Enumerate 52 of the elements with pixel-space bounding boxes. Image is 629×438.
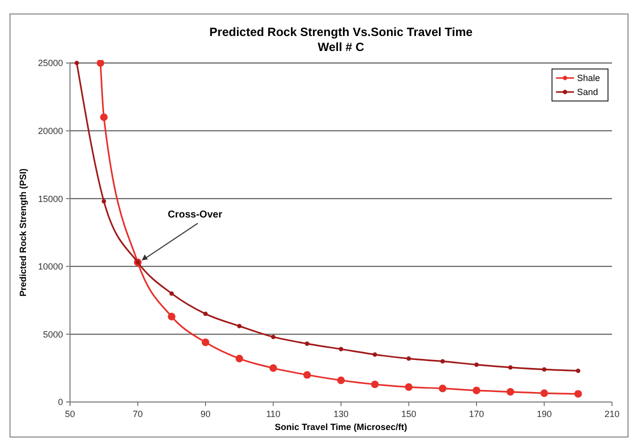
point (337, 376, 345, 384)
x-tick-label: 150 (401, 409, 416, 419)
point (576, 368, 580, 374)
point (406, 356, 411, 361)
point (269, 364, 278, 372)
y-tick-label: 0 (58, 397, 63, 408)
x-tick-label: 130 (333, 409, 349, 419)
x-tick-label: 70 (132, 409, 143, 419)
y-tick-label: 5000 (42, 329, 63, 340)
point (371, 380, 379, 388)
point (440, 359, 445, 364)
point (574, 390, 582, 398)
point (74, 60, 79, 66)
y-tick-label: 20000 (38, 126, 63, 136)
point (96, 60, 104, 67)
point (472, 386, 480, 394)
legend-label: Shale (577, 73, 600, 84)
point (237, 324, 242, 328)
x-tick-label: 110 (266, 409, 280, 419)
point (169, 291, 174, 296)
point (506, 388, 514, 396)
point (404, 383, 413, 391)
point (100, 113, 108, 122)
point (542, 367, 546, 372)
x-tick-label: 50 (64, 409, 76, 419)
y-tick-label: 10000 (38, 262, 63, 272)
point (474, 362, 479, 367)
point (304, 341, 310, 346)
point (508, 365, 513, 370)
point (102, 199, 106, 204)
point (372, 352, 378, 357)
chart-title: Predicted Rock Strength Vs.Sonic Travel Time (209, 25, 473, 39)
point (303, 371, 311, 379)
y-axis-title: Predicted Rock Strength (PSI) (18, 168, 28, 297)
chart-subtitle: Well # C (318, 40, 365, 54)
point (202, 338, 210, 346)
point (540, 389, 548, 397)
point (338, 346, 344, 352)
y-tick-label: 25000 (38, 58, 63, 68)
y-tick-label: 15000 (38, 194, 63, 204)
point (168, 312, 176, 320)
point (236, 354, 244, 362)
x-tick-label: 90 (200, 409, 211, 419)
x-axis-title: Sonic Travel Time (Microsec/ft) (274, 422, 408, 432)
annotation: Cross-Over (168, 209, 222, 220)
x-tick-label: 210 (604, 409, 620, 419)
point (438, 384, 446, 392)
legend-label: Sand (577, 87, 598, 98)
x-tick-label: 170 (468, 409, 484, 419)
point (271, 334, 276, 340)
point (203, 312, 208, 316)
x-tick-label: 190 (536, 409, 552, 419)
